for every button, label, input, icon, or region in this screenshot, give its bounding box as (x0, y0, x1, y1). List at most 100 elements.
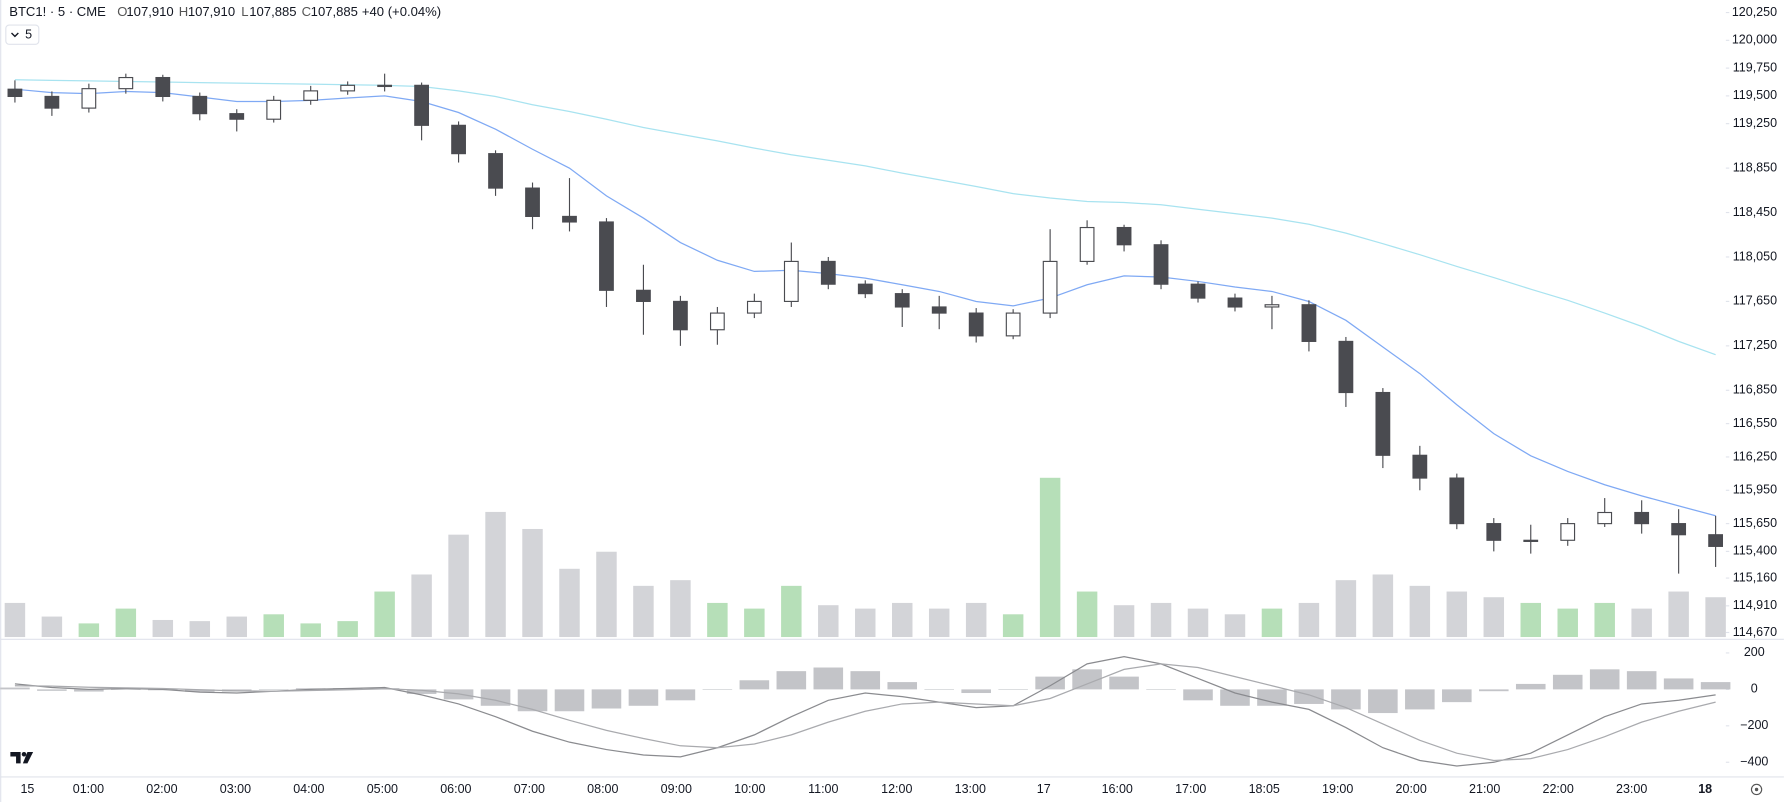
x-tick-label: 13:00 (955, 782, 986, 796)
volume-bar (1335, 580, 1357, 638)
candle (894, 289, 910, 327)
logo-mark (10, 751, 21, 764)
y-tick-label: 114,910 (1733, 598, 1777, 612)
interval[interactable]: 5 (25, 28, 32, 42)
candle (266, 95, 282, 123)
ohlc-label: L (241, 4, 248, 19)
x-tick-label: 11:00 (808, 782, 838, 796)
candle-body (1042, 260, 1058, 314)
candle-body (155, 76, 171, 98)
y-tick-label: −200 (1740, 718, 1768, 732)
x-tick-label: 16:00 (1102, 782, 1133, 796)
histogram-bar (517, 689, 548, 712)
candle (1634, 500, 1650, 534)
candle (1301, 300, 1317, 352)
histogram-bar (776, 671, 807, 690)
settings-icon[interactable] (1750, 783, 1763, 796)
ohlc-value: 107,910 (126, 4, 173, 19)
candle-body (820, 260, 836, 285)
macd-line (14, 655, 1716, 767)
candle (1116, 224, 1132, 252)
histogram-bar (1700, 682, 1731, 690)
price-axis: 120,250 120,000 119,750 119,500 119,250 118,8… (1725, 5, 1777, 639)
candle (1523, 524, 1539, 554)
candle-body (1301, 304, 1317, 342)
candle-body (968, 312, 984, 337)
macd-line (14, 663, 1716, 762)
x-tick-label: 05:00 (367, 782, 398, 796)
candle-body (1116, 226, 1132, 246)
candle (1449, 473, 1465, 530)
histogram-bar (887, 682, 918, 690)
candle-body (81, 88, 97, 109)
candle-body (1523, 539, 1539, 542)
volume-bar (1261, 608, 1283, 638)
y-tick-label: 119,750 (1733, 60, 1777, 74)
volume-bar (448, 534, 469, 638)
volume-bar (337, 621, 358, 638)
candle (1375, 388, 1391, 469)
settings-dot[interactable] (1754, 787, 1759, 792)
y-tick-label: 115,160 (1733, 570, 1777, 584)
histogram-bar (1442, 689, 1472, 703)
histogram-bar (1589, 669, 1620, 690)
x-tick-label: 01:00 (73, 782, 104, 796)
candle (746, 293, 762, 319)
settings-ring[interactable] (1750, 783, 1763, 796)
volume-bar (781, 585, 802, 638)
histogram-bar (1663, 678, 1694, 690)
candle-body (1190, 283, 1206, 299)
symbol: BTC1! · 5 · CME (9, 4, 106, 19)
candle-body (1264, 304, 1280, 308)
histogram-bar (1331, 689, 1361, 710)
histogram-bar (1478, 689, 1509, 692)
y-tick-label: 120,000 (1732, 33, 1777, 47)
x-tick-label: 15 (20, 782, 34, 796)
candle-body (525, 187, 540, 217)
histogram-bar (813, 667, 844, 690)
x-tick-label: 02:00 (146, 782, 177, 796)
x-tick-label: 19:00 (1322, 782, 1353, 796)
candle-body (894, 293, 910, 308)
candle (1338, 336, 1354, 407)
volume-bar (1557, 608, 1578, 638)
y-tick-label: 118,050 (1733, 249, 1777, 263)
candle-body (303, 90, 319, 101)
histogram-bar (37, 689, 67, 691)
candle (1190, 281, 1206, 303)
ohlc-label: C (302, 4, 311, 19)
change: +40 (+0.04%) (362, 4, 441, 19)
candle-body (1005, 312, 1021, 337)
candle-body (414, 84, 430, 126)
candle-body (673, 300, 688, 331)
candle (673, 295, 688, 346)
histogram-bar (1294, 689, 1324, 704)
chevron[interactable] (11, 32, 19, 38)
volume-bar (152, 619, 174, 638)
volume-bar (965, 602, 987, 638)
candle-body (1375, 391, 1391, 456)
histogram-bar (1257, 689, 1287, 706)
candle (229, 109, 245, 132)
y-tick-label: 114,670 (1733, 625, 1777, 639)
candle-body (1338, 340, 1354, 394)
histogram-bar (591, 689, 622, 709)
histogram-bar (1109, 676, 1139, 690)
candle-body (931, 306, 947, 314)
volume-bar (300, 623, 321, 638)
volume-bar (928, 608, 950, 638)
candle-body (1412, 454, 1428, 479)
x-tick-label: 17 (1037, 782, 1051, 796)
interval-box[interactable] (5, 24, 40, 45)
candle (192, 92, 208, 121)
volume-bar (670, 580, 691, 638)
interval-button[interactable]: 5 (5, 24, 40, 45)
candle (1264, 295, 1280, 330)
volume-bar (189, 621, 211, 638)
x-tick-label: 20:00 (1396, 782, 1427, 796)
candle (1227, 293, 1243, 312)
volume-bar (1372, 574, 1394, 638)
candle-body (599, 221, 614, 291)
